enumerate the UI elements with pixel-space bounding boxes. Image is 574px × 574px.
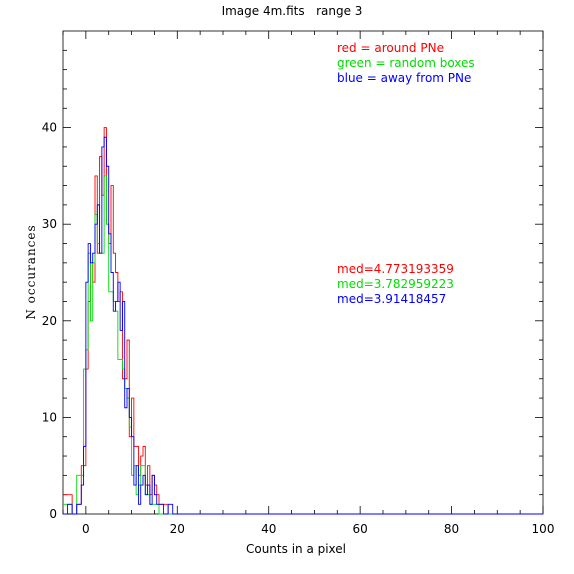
y-tick-label: 30 (42, 217, 57, 231)
axis-ticks (62, 31, 544, 515)
x-tick-label: 100 (532, 522, 555, 536)
x-axis-label: Counts in a pixel (246, 542, 346, 556)
legend-entry-red: red = around PNe (337, 41, 444, 55)
axis-tick-labels: 0 20 40 60 80 100 0 10 20 30 40 (42, 121, 555, 536)
median-label-blue: med=3.91418457 (337, 292, 446, 306)
y-tick-label: 0 (49, 507, 57, 521)
y-tick-label: 40 (42, 121, 57, 135)
legend-entry-green: green = random boxes (337, 56, 475, 70)
x-tick-label: 20 (170, 522, 185, 536)
y-tick-label: 10 (42, 410, 57, 424)
y-tick-label: 20 (42, 314, 57, 328)
x-tick-label: 80 (444, 522, 459, 536)
x-tick-label: 60 (353, 522, 368, 536)
blue-series-line (63, 136, 543, 515)
median-label-red: med=4.773193359 (337, 262, 454, 276)
y-axis-label: N occurances (24, 224, 38, 319)
x-tick-label: 40 (261, 522, 276, 536)
x-tick-label: 0 (82, 522, 90, 536)
median-label-green: med=3.782959223 (337, 277, 454, 291)
median-annotations: med=4.773193359med=3.782959223med=3.9141… (337, 262, 454, 306)
legend-entry-blue: blue = away from PNe (337, 71, 471, 85)
chart-title: Image 4m.fits range 3 (222, 4, 363, 18)
series-layer (63, 127, 543, 515)
